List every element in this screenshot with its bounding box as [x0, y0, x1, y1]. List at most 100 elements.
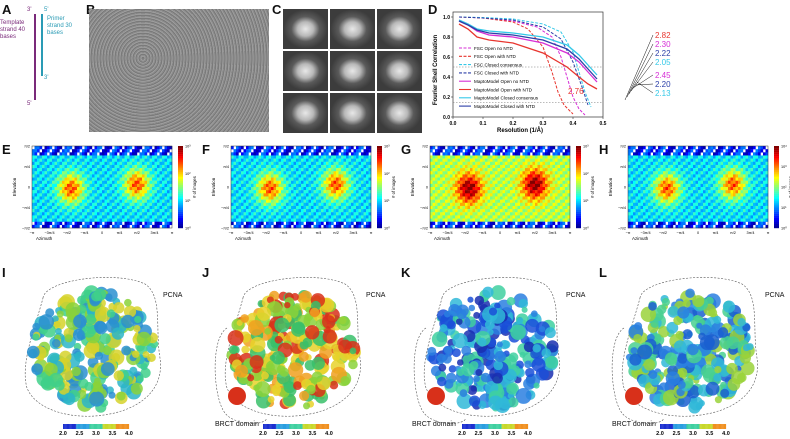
heatmap-cell [718, 161, 721, 166]
heatmap-cell [490, 221, 493, 226]
heatmap-cell [497, 224, 501, 229]
heatmap-cell [565, 158, 568, 162]
heatmap-cell [122, 199, 125, 203]
heatmap-cell [465, 183, 468, 188]
heatmap-cell [288, 202, 292, 207]
heatmap-cell [44, 164, 48, 169]
heatmap-cell [69, 187, 73, 191]
heatmap-cell [243, 187, 247, 191]
heatmap-cell [522, 199, 526, 203]
colorbar-segment [178, 209, 183, 212]
heatmap-cell [450, 158, 453, 162]
heatmap-cell [152, 205, 155, 210]
heatmap-cell [134, 196, 138, 200]
heatmap-cell [460, 183, 463, 188]
heatmap-cell [258, 193, 262, 197]
heatmap-cell [445, 224, 448, 229]
heatmap-cell [129, 155, 133, 159]
heatmap-cell [54, 171, 58, 175]
heatmap-cell [263, 149, 267, 153]
heatmap-cell [368, 161, 372, 166]
heatmap-cell [162, 174, 165, 178]
heatmap-cell [321, 199, 324, 203]
heatmap-cell [705, 164, 709, 169]
heatmap-cell [353, 183, 357, 188]
heatmap-cell [497, 187, 501, 191]
heatmap-cell [321, 177, 324, 181]
heatmap-cell [97, 146, 100, 150]
heatmap-cell [530, 224, 533, 229]
heatmap-cell [638, 155, 641, 159]
heatmap-cell [321, 209, 324, 213]
heatmap-cell [233, 205, 237, 210]
heatmap-cell [124, 212, 128, 216]
heatmap-cell [492, 183, 496, 188]
heatmap-cell [137, 180, 140, 185]
heatmap-cell [112, 193, 115, 197]
panel-label-f: F [202, 142, 210, 157]
heatmap-cell [323, 174, 327, 178]
heatmap-cell [49, 215, 53, 219]
heatmap-cell [348, 164, 352, 169]
heatmap-cell [475, 168, 478, 172]
heatmap-cell [132, 158, 135, 162]
dna-diagram: 3' 5' 5' 3' Template strand 40 bases Pri… [0, 0, 80, 110]
heatmap-cell [545, 174, 548, 178]
heatmap-cell [251, 164, 254, 169]
heatmap-cell [688, 149, 691, 153]
heatmap-cell [39, 199, 43, 203]
heatmap-cell [633, 161, 636, 166]
heatmap-cell [231, 199, 234, 203]
heatmap-cell [477, 193, 481, 197]
heatmap-cell [92, 209, 95, 213]
heatmap-cell [253, 158, 257, 162]
heatmap-cell [169, 158, 173, 162]
heatmap-cell [149, 146, 153, 150]
heatmap-cell [500, 158, 503, 162]
heatmap-cell [122, 180, 125, 185]
heatmap-cell [77, 146, 80, 150]
heatmap-cell [52, 152, 55, 156]
heatmap-cell [47, 158, 50, 162]
heatmap-cell [74, 187, 78, 191]
heatmap-cell [520, 196, 523, 200]
heatmap-cell [233, 177, 237, 181]
heatmap-cell [231, 164, 234, 169]
heatmap-cell [119, 202, 123, 207]
heatmap-cell [442, 152, 446, 156]
heatmap-cell [530, 209, 533, 213]
heatmap-cell [159, 174, 163, 178]
heatmap-cell [650, 161, 654, 166]
heatmap-cell [109, 183, 113, 188]
heatmap-cell [475, 190, 478, 194]
heatmap-cell [515, 168, 518, 172]
heatmap-cell [89, 180, 93, 185]
class-average-tile [377, 51, 422, 91]
heatmap-cell [293, 177, 297, 181]
heatmap-cell [562, 177, 566, 181]
colorbar-segment [377, 154, 382, 157]
heatmap-cell [42, 187, 45, 191]
fsc-resolution-annotation: 2.22 [655, 49, 671, 58]
heatmap-cell [54, 224, 58, 229]
heatmap-cell [169, 199, 173, 203]
heatmap-cell [472, 168, 476, 172]
heatmap-cell [670, 177, 674, 181]
heatmap-cell [720, 174, 724, 178]
heatmap-cell [99, 183, 103, 188]
heatmap-cell [333, 155, 337, 159]
heatmap-cell [162, 209, 165, 213]
heatmap-cell [44, 215, 48, 219]
heatmap-cell [452, 221, 456, 226]
heatmap-cell [497, 152, 501, 156]
heatmap-cell [69, 180, 73, 185]
heatmap-cell [311, 155, 314, 159]
heatmap-cell [545, 209, 548, 213]
heatmap-cell [452, 161, 456, 166]
heatmap-cell [341, 202, 344, 207]
heatmap-cell [57, 212, 60, 216]
heatmap-cell [296, 193, 299, 197]
heatmap-cell [552, 193, 556, 197]
heatmap-cell [94, 190, 98, 194]
heatmap-cell [457, 171, 461, 175]
